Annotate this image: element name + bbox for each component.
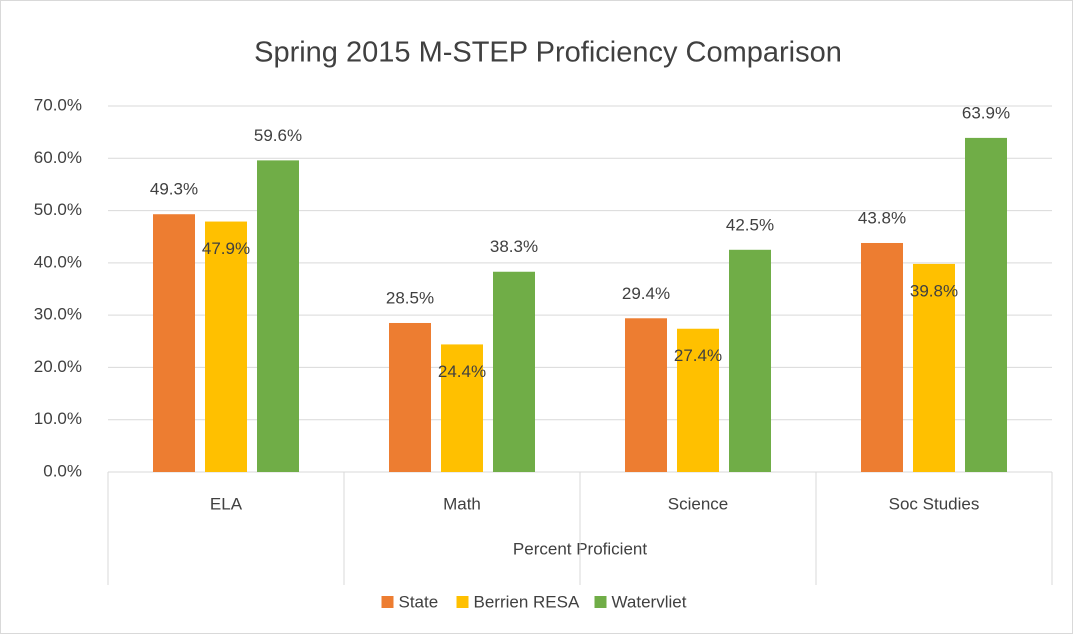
- bar: [257, 160, 299, 472]
- y-tick-label: 50.0%: [34, 200, 82, 219]
- bar: [729, 249, 771, 472]
- bar: [677, 328, 719, 472]
- data-label: 49.3%: [150, 180, 198, 199]
- legend-swatch: [381, 596, 394, 608]
- y-tick-label: 10.0%: [34, 409, 82, 428]
- y-tick-label: 60.0%: [34, 148, 82, 167]
- data-label: 29.4%: [622, 284, 670, 303]
- x-tick-label: ELA: [210, 494, 243, 513]
- bar: [913, 263, 955, 472]
- bar: [153, 214, 195, 472]
- legend-label: State: [399, 592, 439, 611]
- bar: [625, 318, 667, 472]
- bar: [205, 221, 247, 472]
- bar: [861, 242, 903, 472]
- y-tick-label: 0.0%: [43, 461, 82, 480]
- legend-swatch: [594, 596, 607, 608]
- legend-label: Berrien RESA: [474, 592, 580, 611]
- bar: [389, 322, 431, 472]
- legend-swatch: [456, 596, 469, 608]
- data-label: 24.4%: [438, 362, 486, 381]
- data-label: 63.9%: [962, 103, 1010, 122]
- y-tick-label: 30.0%: [34, 305, 82, 324]
- x-tick-label: Soc Studies: [889, 494, 980, 513]
- data-label: 42.5%: [726, 215, 774, 234]
- data-label: 47.9%: [202, 239, 250, 258]
- bar: [493, 271, 535, 472]
- y-tick-label: 40.0%: [34, 252, 82, 271]
- bar: [441, 344, 483, 472]
- data-label: 38.3%: [490, 237, 538, 256]
- x-tick-label: Science: [668, 494, 728, 513]
- y-tick-label: 20.0%: [34, 357, 82, 376]
- data-label: 27.4%: [674, 346, 722, 365]
- legend-label: Watervliet: [612, 592, 687, 611]
- bar: [965, 137, 1007, 472]
- data-label: 59.6%: [254, 126, 302, 145]
- x-tick-label: Math: [443, 494, 481, 513]
- y-tick-label: 70.0%: [34, 95, 82, 114]
- data-label: 43.8%: [858, 208, 906, 227]
- chart-title: Spring 2015 M-STEP Proficiency Compariso…: [254, 37, 842, 69]
- data-label: 39.8%: [910, 281, 958, 300]
- data-label: 28.5%: [386, 288, 434, 307]
